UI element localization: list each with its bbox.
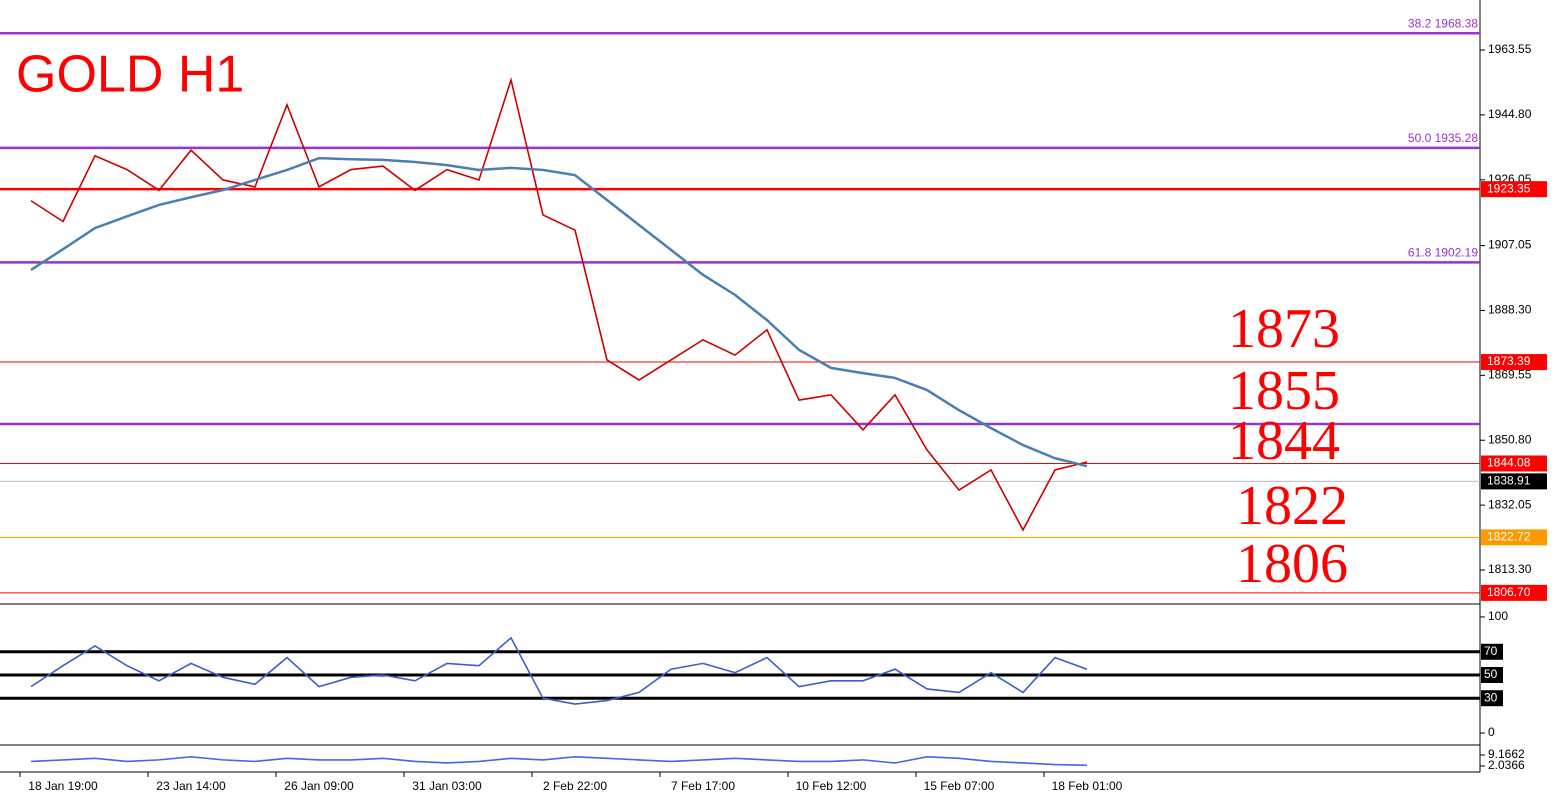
level-box (1481, 667, 1503, 683)
x-tick-label: 10 Feb 12:00 (796, 779, 867, 793)
level-box (1481, 473, 1547, 490)
fib-label: 50.0 1935.28 (1408, 131, 1478, 145)
x-tick-label: 31 Jan 03:00 (412, 779, 482, 793)
y-tick-label: 1850.80 (1488, 432, 1532, 446)
series-line (30, 755, 1088, 767)
series-line (30, 156, 1088, 468)
level-box (1481, 643, 1503, 660)
level-box (1481, 529, 1547, 546)
x-tick-label: 18 Feb 01:00 (1052, 779, 1123, 793)
level-box (1481, 455, 1547, 472)
annotation: 1873 (1228, 298, 1340, 360)
y-tick-label: 0 (1488, 725, 1495, 739)
y-tick-label: 1963.55 (1488, 42, 1532, 56)
level-label: 70 (1484, 644, 1498, 658)
series-line (30, 76, 1088, 532)
level-box (1481, 584, 1547, 601)
x-tick-label: 2 Feb 22:00 (543, 779, 607, 793)
fib-label: 38.2 1968.38 (1408, 16, 1478, 30)
annotation: 1844 (1228, 410, 1340, 472)
level-box (1481, 181, 1547, 198)
y-tick-label: 1869.55 (1488, 368, 1532, 382)
y-tick-label: 1907.05 (1488, 238, 1532, 252)
y-tick-label: 2.0366 (1488, 758, 1525, 772)
fib-label: 61.8 1902.19 (1408, 246, 1478, 260)
x-tick-label: 26 Jan 09:00 (284, 779, 354, 793)
chart-title: GOLD H1 (16, 46, 244, 104)
y-tick-label: 9.1662 (1488, 747, 1525, 761)
series-line (30, 636, 1088, 705)
x-tick-label: 18 Jan 19:00 (28, 779, 98, 793)
level-label: 50 (1484, 667, 1498, 681)
level-label: 1844.08 (1487, 456, 1531, 470)
level-label: 30 (1484, 690, 1498, 704)
level-label: 1806.70 (1487, 585, 1531, 599)
level-box (1481, 354, 1547, 371)
annotation: 1855 (1228, 360, 1340, 422)
x-tick-label: 15 Feb 07:00 (924, 779, 995, 793)
y-tick-label: 100 (1488, 609, 1508, 623)
x-tick-label: 7 Feb 17:00 (671, 779, 735, 793)
x-tick-label: 23 Jan 14:00 (156, 779, 226, 793)
level-label: 1838.91 (1487, 474, 1531, 488)
level-label: 1873.39 (1487, 354, 1531, 368)
y-tick-label: 1944.80 (1488, 107, 1532, 121)
annotation: 1822 (1236, 475, 1348, 537)
y-tick-label: 1888.30 (1488, 303, 1532, 317)
annotation: 1806 (1236, 533, 1348, 595)
level-label: 1923.35 (1487, 181, 1531, 195)
y-tick-label: 1832.05 (1488, 497, 1532, 511)
y-tick-label: 1813.30 (1488, 562, 1532, 576)
level-box (1481, 690, 1503, 707)
level-label: 1822.72 (1487, 530, 1531, 544)
